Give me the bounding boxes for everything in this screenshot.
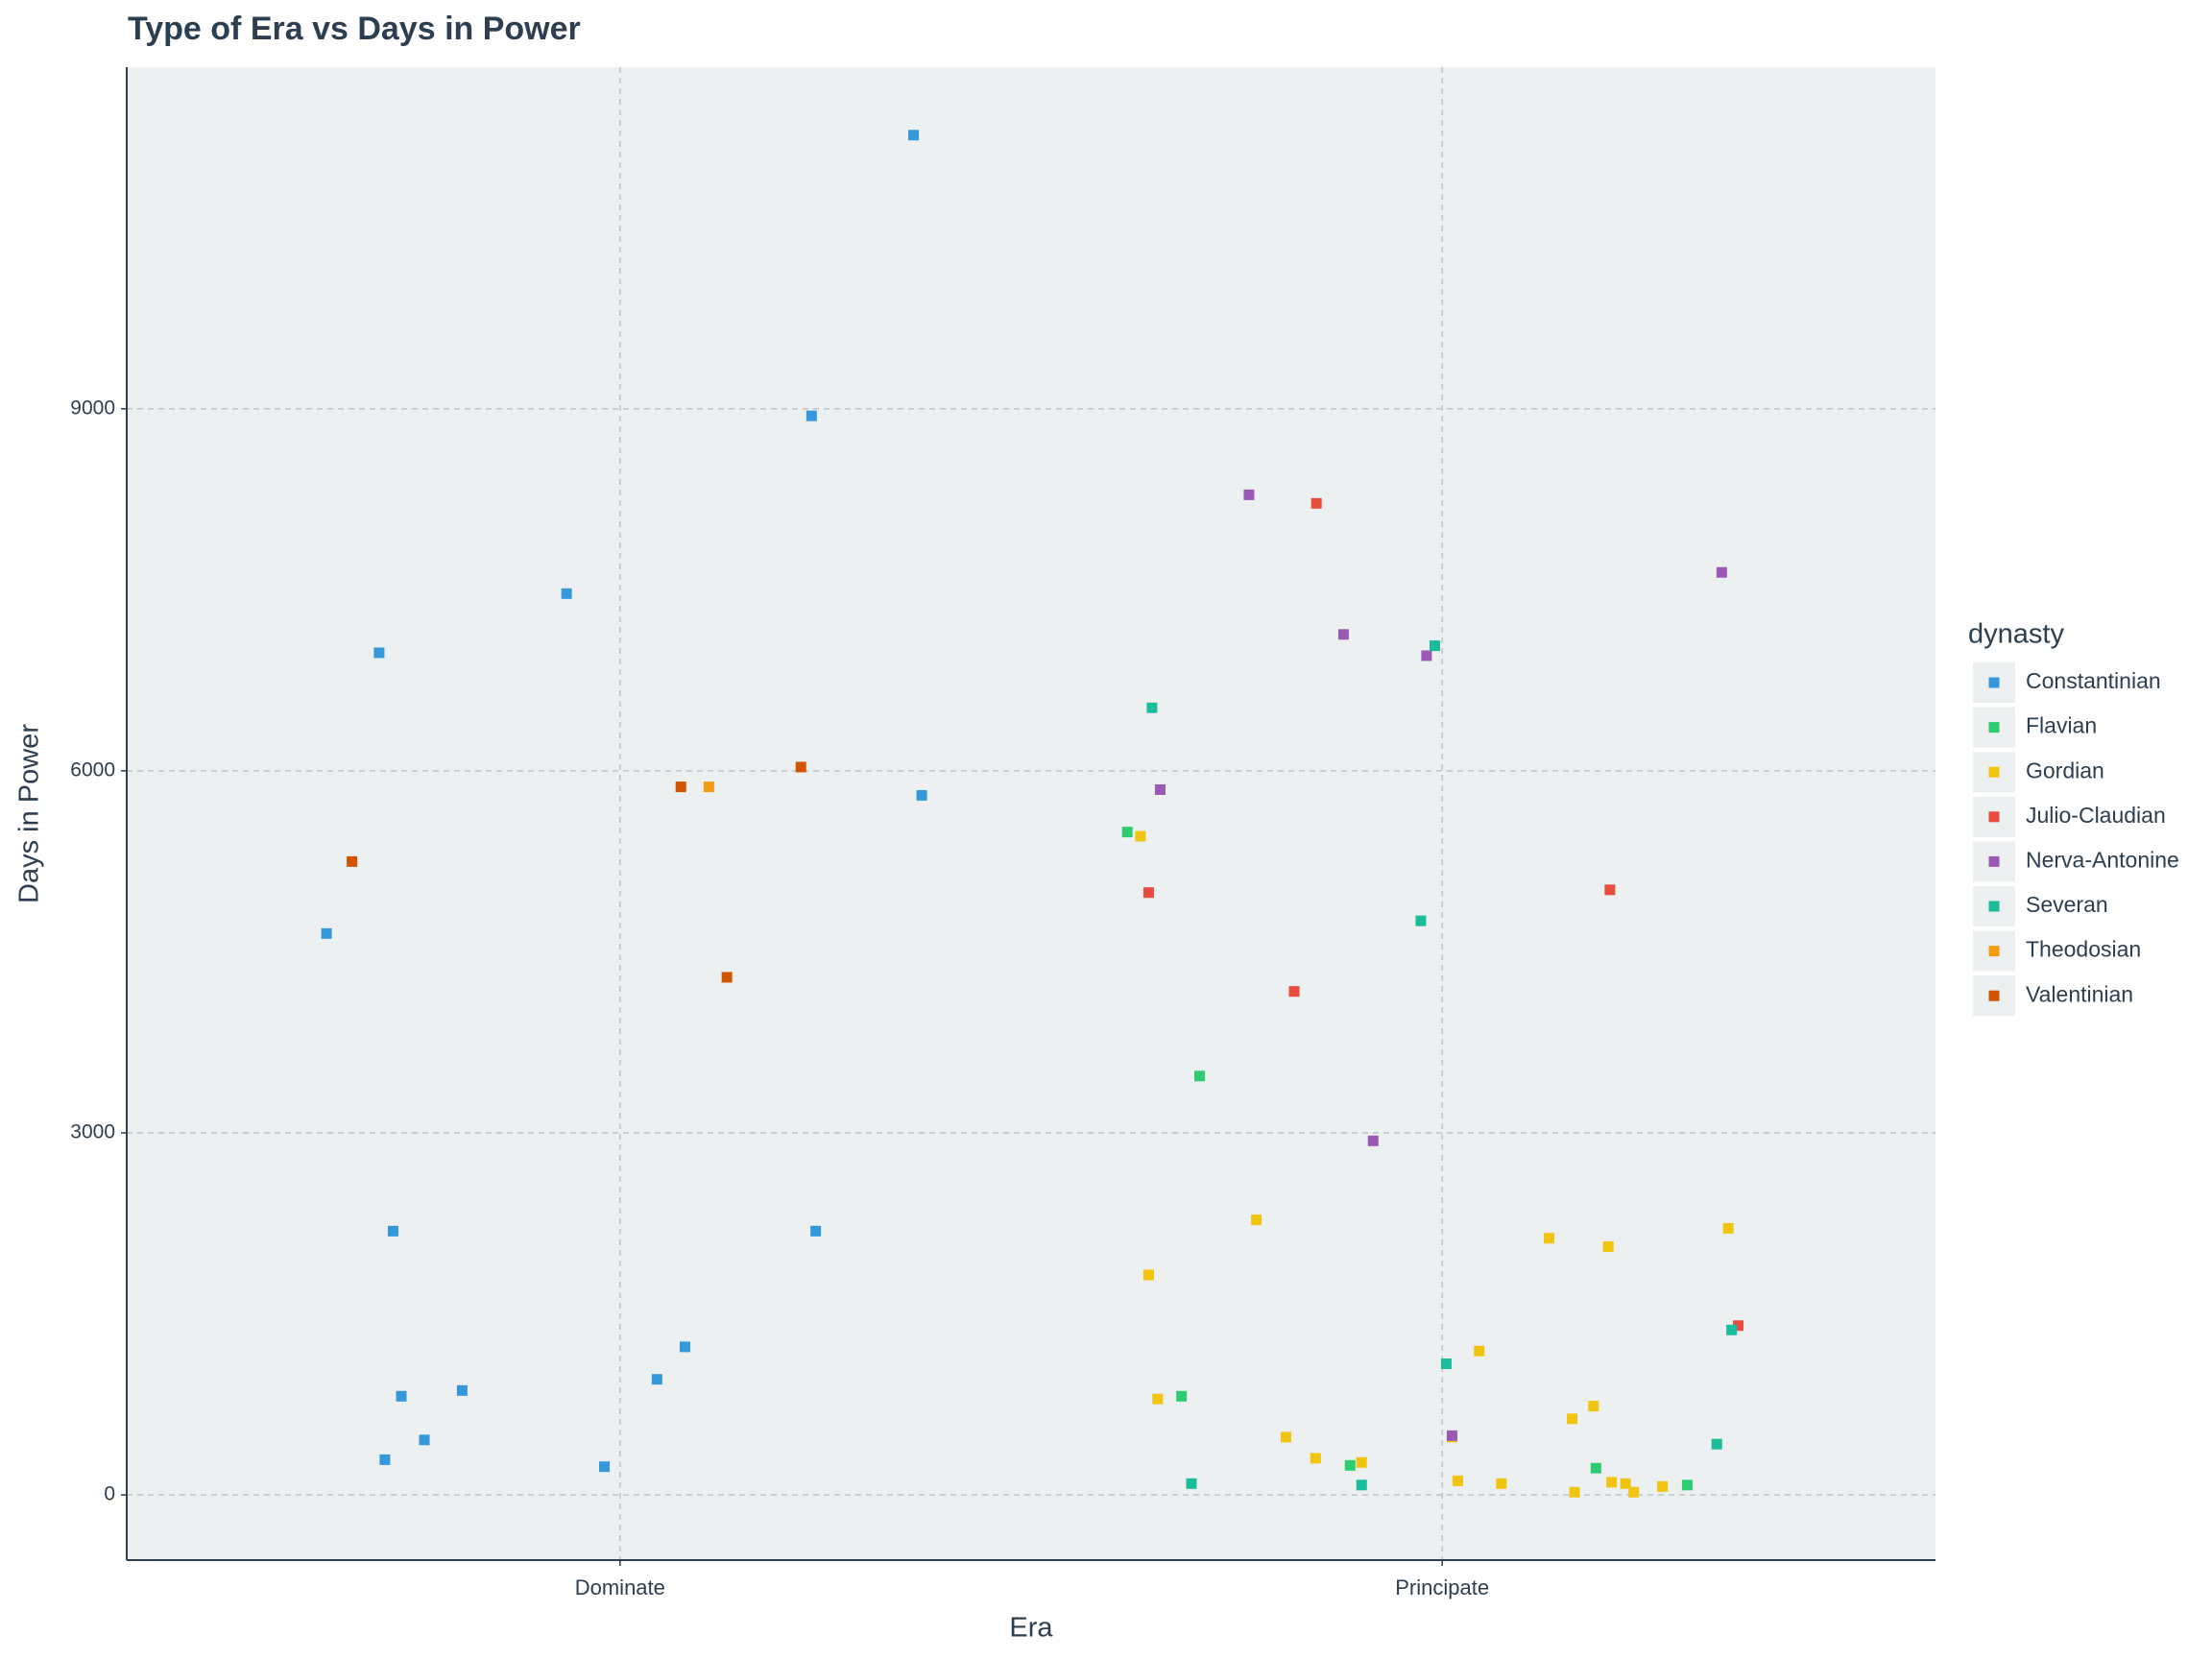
data-point — [1152, 1393, 1164, 1405]
data-point — [1569, 1486, 1580, 1498]
legend-marker — [1988, 990, 2000, 1001]
legend-marker — [1988, 677, 2000, 688]
data-point — [1628, 1486, 1640, 1498]
data-point — [1243, 489, 1255, 500]
legend-label: Constantinian — [2026, 668, 2161, 693]
data-point — [347, 855, 358, 867]
data-point — [1421, 650, 1432, 661]
data-point — [1452, 1475, 1463, 1486]
legend-label: Valentinian — [2026, 981, 2133, 1006]
data-point — [1146, 702, 1158, 713]
legend-label: Flavian — [2026, 713, 2097, 738]
data-point — [1722, 1222, 1734, 1234]
data-point — [1251, 1214, 1262, 1226]
data-point — [1496, 1478, 1507, 1489]
data-point — [1620, 1478, 1631, 1489]
data-point — [1356, 1456, 1367, 1468]
data-point — [456, 1384, 468, 1396]
data-point — [1429, 640, 1440, 652]
data-point — [1681, 1479, 1693, 1491]
data-point — [1726, 1324, 1738, 1335]
legend-label: Severan — [2026, 892, 2108, 917]
data-point — [1732, 1320, 1743, 1332]
data-point — [1310, 497, 1322, 509]
data-point — [1142, 887, 1154, 899]
data-point — [396, 1390, 407, 1402]
data-point — [1474, 1345, 1485, 1357]
data-point — [1590, 1462, 1601, 1474]
x-tick-label: Principate — [1395, 1575, 1489, 1599]
legend-label: Nerva-Antonine — [2026, 847, 2179, 872]
data-point — [1606, 1477, 1618, 1488]
legend-marker — [1988, 722, 2000, 733]
data-point — [805, 410, 817, 421]
y-axis-label: Days in Power — [14, 724, 45, 903]
data-point — [795, 761, 806, 773]
data-point — [721, 972, 733, 983]
x-axis-label: Era — [1009, 1613, 1053, 1644]
legend-label: Gordian — [2026, 757, 2104, 782]
data-point — [1176, 1390, 1188, 1402]
data-point — [1604, 884, 1616, 896]
data-point — [1716, 566, 1727, 578]
data-point — [1135, 830, 1146, 842]
plot-background — [127, 67, 1936, 1560]
data-point — [908, 130, 920, 141]
y-tick-label: 0 — [104, 1483, 115, 1505]
data-point — [419, 1434, 430, 1446]
y-tick-label: 6000 — [70, 758, 115, 781]
data-point — [379, 1454, 391, 1465]
data-point — [1711, 1438, 1722, 1450]
data-point — [1446, 1430, 1457, 1441]
data-point — [703, 781, 714, 793]
data-point — [599, 1461, 611, 1473]
data-point — [1280, 1431, 1291, 1443]
data-point — [1544, 1233, 1555, 1244]
data-point — [679, 1341, 690, 1353]
data-point — [1566, 1413, 1577, 1425]
data-point — [1194, 1070, 1206, 1082]
data-point — [1588, 1401, 1599, 1412]
data-point — [651, 1374, 662, 1385]
y-tick-label: 3000 — [70, 1121, 115, 1143]
data-point — [1121, 827, 1133, 838]
data-point — [1186, 1478, 1197, 1489]
data-point — [1356, 1479, 1367, 1491]
data-point — [1657, 1480, 1669, 1492]
data-point — [1367, 1135, 1379, 1146]
data-point — [1415, 915, 1427, 926]
data-point — [1440, 1358, 1452, 1369]
chart-title: Type of Era vs Days in Power — [128, 11, 581, 47]
legend-marker — [1988, 946, 2000, 957]
legend-marker — [1988, 901, 2000, 912]
data-point — [675, 781, 686, 793]
data-point — [561, 588, 572, 599]
data-point — [1310, 1453, 1321, 1464]
data-point — [1142, 1269, 1154, 1281]
data-point — [1154, 783, 1166, 795]
legend-marker — [1988, 811, 2000, 823]
y-tick-label: 9000 — [70, 397, 115, 419]
data-point — [916, 789, 927, 801]
data-point — [373, 647, 385, 659]
data-point — [1602, 1241, 1614, 1253]
data-point — [1337, 629, 1349, 640]
legend-marker — [1988, 766, 2000, 778]
data-point — [387, 1225, 398, 1237]
data-point — [1288, 986, 1300, 998]
legend-title: dynasty — [1968, 619, 2064, 650]
x-tick-label: Dominate — [575, 1575, 665, 1599]
legend-label: Theodosian — [2026, 937, 2141, 962]
legend-marker — [1988, 855, 2000, 867]
data-point — [810, 1225, 822, 1237]
data-point — [321, 927, 332, 939]
data-point — [1344, 1459, 1356, 1471]
legend-label: Julio-Claudian — [2026, 803, 2166, 828]
